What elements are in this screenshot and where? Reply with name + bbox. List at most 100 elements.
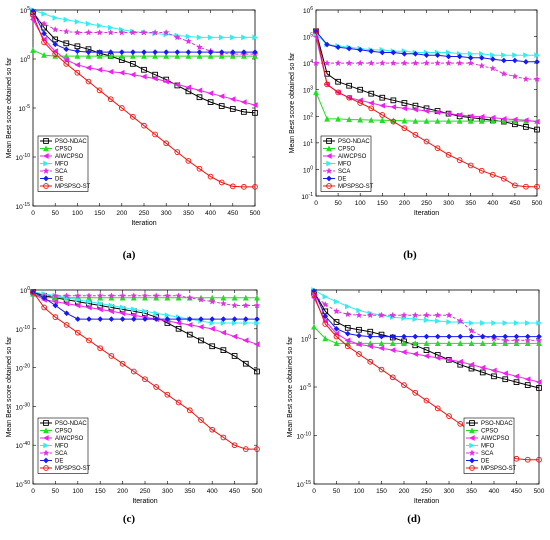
- y-tick-label: 103: [303, 86, 313, 95]
- data-point: [209, 426, 216, 433]
- y-tick-base: 10: [16, 482, 24, 489]
- data-point: [357, 100, 364, 106]
- data-point: [491, 333, 497, 340]
- y-tick-exponent: 5: [310, 33, 313, 39]
- data-point: [357, 47, 364, 53]
- data-point: [142, 316, 148, 322]
- data-point: [74, 316, 81, 322]
- data-point: [468, 340, 475, 347]
- y-tick-label: 10-1: [301, 192, 313, 201]
- x-tick-label: 0: [312, 488, 316, 495]
- data-point: [119, 316, 126, 322]
- data-point: [367, 343, 373, 350]
- data-point: [63, 310, 70, 317]
- data-point: [468, 333, 475, 340]
- data-point: [489, 56, 496, 62]
- y-tick-label: 100: [20, 55, 30, 64]
- legend-label: DE: [481, 459, 489, 465]
- data-point: [355, 341, 362, 348]
- data-point: [231, 316, 238, 322]
- data-point: [30, 289, 36, 295]
- legend-label: PSO-NDAC: [55, 421, 87, 427]
- data-point: [479, 364, 486, 371]
- data-point: [107, 29, 115, 36]
- y-tick-base: 10: [20, 288, 28, 295]
- data-point: [107, 96, 114, 103]
- data-point: [378, 59, 386, 66]
- data-point: [119, 304, 126, 311]
- legend-label: CPSO: [338, 147, 355, 153]
- y-tick-base: 10: [20, 8, 28, 15]
- data-point: [41, 11, 48, 17]
- legend-label: MPSPSO-ST: [338, 184, 374, 190]
- data-point: [140, 73, 147, 80]
- data-point: [412, 389, 419, 396]
- series-line: [313, 294, 539, 341]
- data-point: [207, 99, 214, 105]
- data-point: [253, 301, 261, 309]
- y-tick-exponent: -5: [307, 383, 312, 389]
- legend-item: PSO-NDAC: [40, 138, 87, 145]
- data-point: [523, 52, 530, 59]
- x-tick-label: 350: [465, 200, 476, 207]
- data-point: [242, 360, 249, 367]
- data-point: [207, 52, 214, 59]
- data-point: [490, 367, 497, 374]
- data-point: [412, 351, 418, 357]
- data-point: [502, 320, 509, 326]
- data-point: [242, 337, 249, 344]
- data-point: [196, 43, 203, 51]
- data-point: [379, 102, 386, 109]
- data-point: [229, 106, 236, 112]
- data-point: [241, 34, 247, 41]
- data-point: [513, 373, 520, 380]
- data-point: [118, 105, 125, 111]
- data-point: [401, 117, 408, 124]
- data-point: [152, 52, 158, 59]
- data-point: [30, 47, 36, 53]
- data-point: [378, 366, 385, 373]
- data-point: [153, 316, 160, 322]
- data-point: [175, 292, 182, 299]
- data-point: [524, 376, 531, 383]
- data-point: [108, 24, 114, 31]
- legend-label: MPSPSO-ST: [55, 466, 91, 472]
- data-point: [434, 52, 441, 58]
- y-tick-base: 10: [299, 385, 307, 392]
- y-tick-exponent: 0: [27, 286, 30, 292]
- x-axis-label: Iteration: [132, 498, 157, 505]
- data-point: [446, 333, 452, 340]
- legend-marker: [326, 183, 332, 189]
- data-point: [97, 306, 103, 313]
- legend-item: DE: [466, 457, 489, 465]
- y-tick-exponent: 0: [310, 165, 313, 171]
- data-point: [457, 421, 464, 427]
- legend-label: SCA: [55, 451, 67, 457]
- data-point: [423, 347, 430, 353]
- data-point: [367, 59, 375, 66]
- legend-item: SCA: [40, 449, 67, 457]
- data-point: [445, 53, 452, 60]
- legend-marker: [326, 138, 332, 144]
- legend-marker: [326, 145, 332, 152]
- chart-panel-b: 0 50 100 150 200 250 300 350 400 450 5001061051041…: [289, 6, 543, 261]
- legend-marker: [43, 457, 49, 464]
- data-point: [198, 316, 204, 322]
- data-point: [344, 337, 351, 344]
- data-point: [335, 89, 341, 96]
- legend-label: PSO-NDAC: [55, 139, 87, 145]
- data-point: [345, 303, 351, 310]
- data-point: [467, 117, 474, 124]
- data-point: [197, 296, 205, 303]
- x-tick-label: 450: [229, 488, 240, 495]
- data-point: [434, 405, 441, 412]
- data-point: [524, 336, 532, 344]
- x-tick-label: 200: [116, 210, 127, 217]
- y-tick-exponent: -5: [26, 104, 31, 110]
- data-point: [456, 53, 463, 60]
- data-point: [401, 340, 407, 347]
- y-tick-label: 100: [303, 165, 313, 174]
- data-point: [52, 302, 59, 309]
- data-point: [502, 340, 509, 347]
